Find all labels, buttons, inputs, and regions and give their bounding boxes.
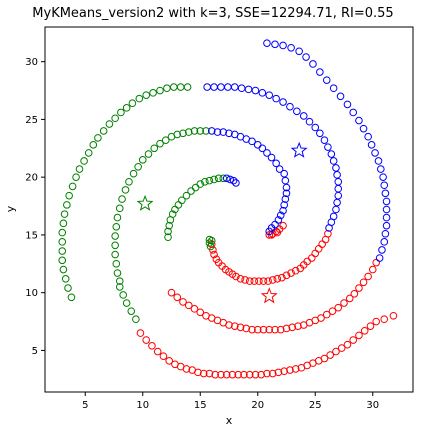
- x-tick-label: 30: [366, 400, 379, 411]
- y-tick-label: 10: [25, 288, 38, 299]
- x-axis-label: x: [226, 414, 233, 427]
- x-tick-label: 25: [309, 400, 322, 411]
- y-axis-ticks: 5 10 15 20 25 30: [25, 57, 45, 357]
- y-tick-label: 25: [25, 115, 38, 126]
- y-axis-label: y: [4, 205, 17, 212]
- y-tick-label: 15: [25, 230, 38, 241]
- y-tick-label: 5: [32, 346, 38, 357]
- x-tick-label: 15: [194, 400, 207, 411]
- x-tick-label: 20: [251, 400, 264, 411]
- x-axis-ticks: 5 10 15 20 25 30: [82, 392, 379, 411]
- y-tick-label: 30: [25, 57, 38, 68]
- y-tick-label: 20: [25, 173, 38, 184]
- chart-title: MyKMeans_version2 with k=3, SSE=12294.71…: [32, 6, 393, 21]
- x-tick-label: 10: [136, 400, 149, 411]
- x-tick-label: 5: [82, 400, 88, 411]
- plot-frame: [45, 27, 413, 392]
